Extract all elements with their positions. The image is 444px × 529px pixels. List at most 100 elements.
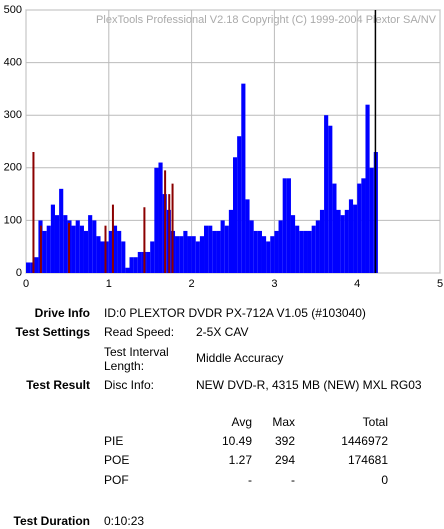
pie-bar	[282, 178, 287, 273]
pie-bar	[133, 257, 138, 273]
pie-bar	[228, 209, 233, 273]
pie-bar	[26, 262, 31, 273]
label: Test Result	[26, 378, 90, 392]
pie-bar	[357, 183, 362, 273]
pie-bar	[257, 230, 262, 273]
pie-bar	[191, 236, 196, 273]
pie-bar	[42, 230, 47, 273]
cell: 10.49	[221, 434, 252, 448]
pie-bar	[71, 225, 76, 273]
pie-bar	[261, 236, 267, 273]
chart: PlexTools Professional V2.18 Copyright (…	[4, 4, 443, 290]
pie-bar	[96, 236, 101, 273]
pie-bar	[59, 188, 64, 273]
row-label: POF	[104, 473, 129, 487]
pie-bar	[369, 167, 374, 273]
x-tick-label: 5	[437, 278, 443, 290]
pie-bar	[324, 115, 329, 273]
pie-bar	[146, 251, 151, 273]
cell: 174681	[347, 453, 388, 467]
cell: 294	[274, 453, 295, 467]
pie-bar	[154, 167, 159, 273]
pie-bar	[46, 225, 51, 273]
pie-bar	[253, 230, 258, 273]
pie-bar	[88, 215, 93, 273]
pie-bar	[241, 83, 246, 273]
pie-bar	[183, 230, 188, 273]
pie-bar	[237, 136, 242, 273]
label: Drive Info	[34, 306, 90, 320]
pie-bar	[175, 236, 180, 273]
pie-bar	[299, 230, 304, 273]
cell: -	[291, 473, 295, 487]
pie-bar	[112, 225, 118, 273]
x-tick-label: 0	[23, 278, 29, 290]
value: Middle Accuracy	[196, 351, 284, 365]
cell: 0	[381, 473, 388, 487]
pie-bar	[179, 236, 184, 273]
pie-bar	[199, 236, 205, 273]
pie-bar	[92, 220, 97, 273]
pie-bar	[311, 225, 316, 273]
label: Disc Info:	[104, 378, 155, 392]
pie-bar	[353, 204, 358, 273]
y-tick-label: 500	[4, 4, 22, 16]
label: Test Settings	[15, 325, 90, 339]
value: 2-5X CAV	[196, 325, 249, 339]
row-label: PIE	[104, 434, 124, 448]
pie-bar	[212, 230, 217, 273]
pie-bar	[286, 178, 291, 273]
cell: -	[248, 473, 252, 487]
pie-bar	[83, 230, 89, 273]
pie-bar	[266, 241, 271, 273]
y-tick-label: 0	[16, 267, 22, 279]
value: ID:0 PLEXTOR DVDR PX-712A V1.05 (#103040…	[104, 306, 366, 320]
watermark: PlexTools Professional V2.18 Copyright (…	[96, 14, 437, 26]
pie-bar	[233, 157, 238, 273]
pie-bar	[295, 225, 300, 273]
pie-bar	[117, 230, 122, 273]
column-header: Max	[272, 415, 295, 429]
pie-bar	[63, 215, 68, 273]
pie-bar	[137, 251, 142, 273]
y-tick-label: 100	[4, 214, 22, 226]
y-tick-label: 300	[4, 109, 22, 121]
value: 0:10:23	[104, 514, 145, 528]
pie-bar	[274, 230, 279, 273]
pie-bar	[150, 241, 155, 273]
cell: 392	[274, 434, 295, 448]
pie-bar	[245, 199, 250, 273]
x-tick-label: 4	[354, 278, 360, 290]
cell: 1446972	[341, 434, 388, 448]
y-tick-label: 200	[4, 162, 22, 174]
pie-bar	[336, 209, 341, 273]
pie-bar	[121, 241, 126, 273]
x-tick-label: 3	[271, 278, 277, 290]
label: Test Duration	[13, 514, 90, 528]
pie-bar	[216, 230, 221, 273]
column-header: Total	[362, 415, 388, 429]
pie-bar	[290, 215, 296, 273]
pie-bar	[361, 178, 366, 273]
pie-bar	[270, 236, 275, 273]
pie-bar	[34, 257, 39, 273]
column-header: Avg	[231, 415, 252, 429]
pie-bar	[108, 230, 113, 273]
pie-bar	[208, 225, 213, 273]
x-tick-label: 2	[189, 278, 195, 290]
pie-bar	[319, 209, 325, 273]
row-label: POE	[104, 453, 130, 467]
pie-bar	[328, 125, 333, 273]
cell: 1.27	[228, 453, 252, 467]
pie-bar	[30, 262, 35, 273]
pie-bar	[340, 215, 345, 273]
pie-bar	[104, 241, 109, 273]
pie-bar	[79, 225, 84, 273]
pie-bar	[195, 241, 200, 273]
label: Read Speed:	[104, 325, 175, 339]
pie-bar	[125, 267, 130, 273]
pie-bar	[75, 220, 80, 273]
pie-bar	[158, 162, 163, 273]
pie-bar	[54, 215, 60, 273]
